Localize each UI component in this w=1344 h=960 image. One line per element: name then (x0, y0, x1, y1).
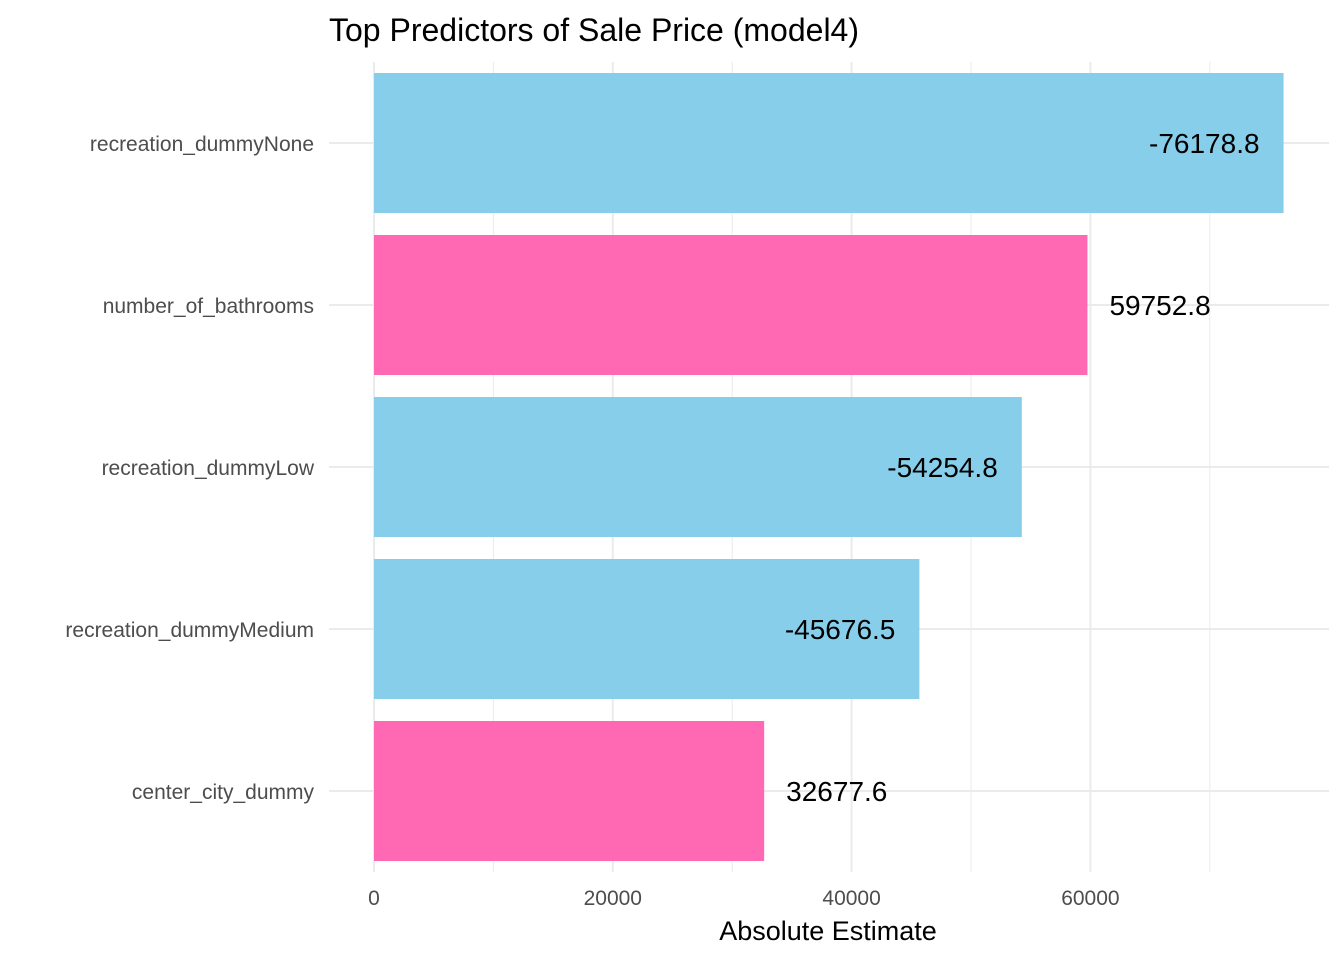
data-label-center_city_dummy: 32677.6 (786, 776, 887, 807)
y-tick-label: recreation_dummyNone (90, 133, 314, 156)
data-label-number_of_bathrooms: 59752.8 (1109, 290, 1210, 321)
x-tick-label: 0 (368, 887, 380, 910)
bar-recreation_dummyNone (374, 73, 1284, 213)
bar-recreation_dummyLow (374, 397, 1022, 537)
x-axis-title: Absolute Estimate (719, 916, 937, 946)
data-label-recreation_dummyMedium: -45676.5 (785, 614, 896, 645)
x-tick-label: 40000 (822, 887, 880, 910)
x-tick-label: 20000 (584, 887, 642, 910)
bar-number_of_bathrooms (374, 235, 1088, 375)
data-label-recreation_dummyNone: -76178.8 (1149, 128, 1260, 159)
x-tick-label: 60000 (1061, 887, 1119, 910)
y-tick-label: number_of_bathrooms (103, 295, 314, 318)
y-axis-tick-labels: recreation_dummyNone number_of_bathroomsr… (65, 133, 314, 804)
x-axis-tick-labels: 0 20000 40000 60000 (368, 887, 1119, 910)
bars (374, 73, 1284, 861)
bar-center_city_dummy (374, 721, 765, 861)
data-labels: -76178.8 59752.8 -54254.8 -45676.5 32677.6 (785, 128, 1260, 807)
data-label-recreation_dummyLow: -54254.8 (887, 452, 998, 483)
chart-title: Top Predictors of Sale Price (model4) (329, 12, 859, 48)
y-tick-label: recreation_dummyLow (102, 457, 315, 480)
y-tick-label: recreation_dummyMedium (65, 619, 314, 642)
y-tick-label: center_city_dummy (132, 781, 315, 804)
bar-recreation_dummyMedium (374, 559, 920, 699)
